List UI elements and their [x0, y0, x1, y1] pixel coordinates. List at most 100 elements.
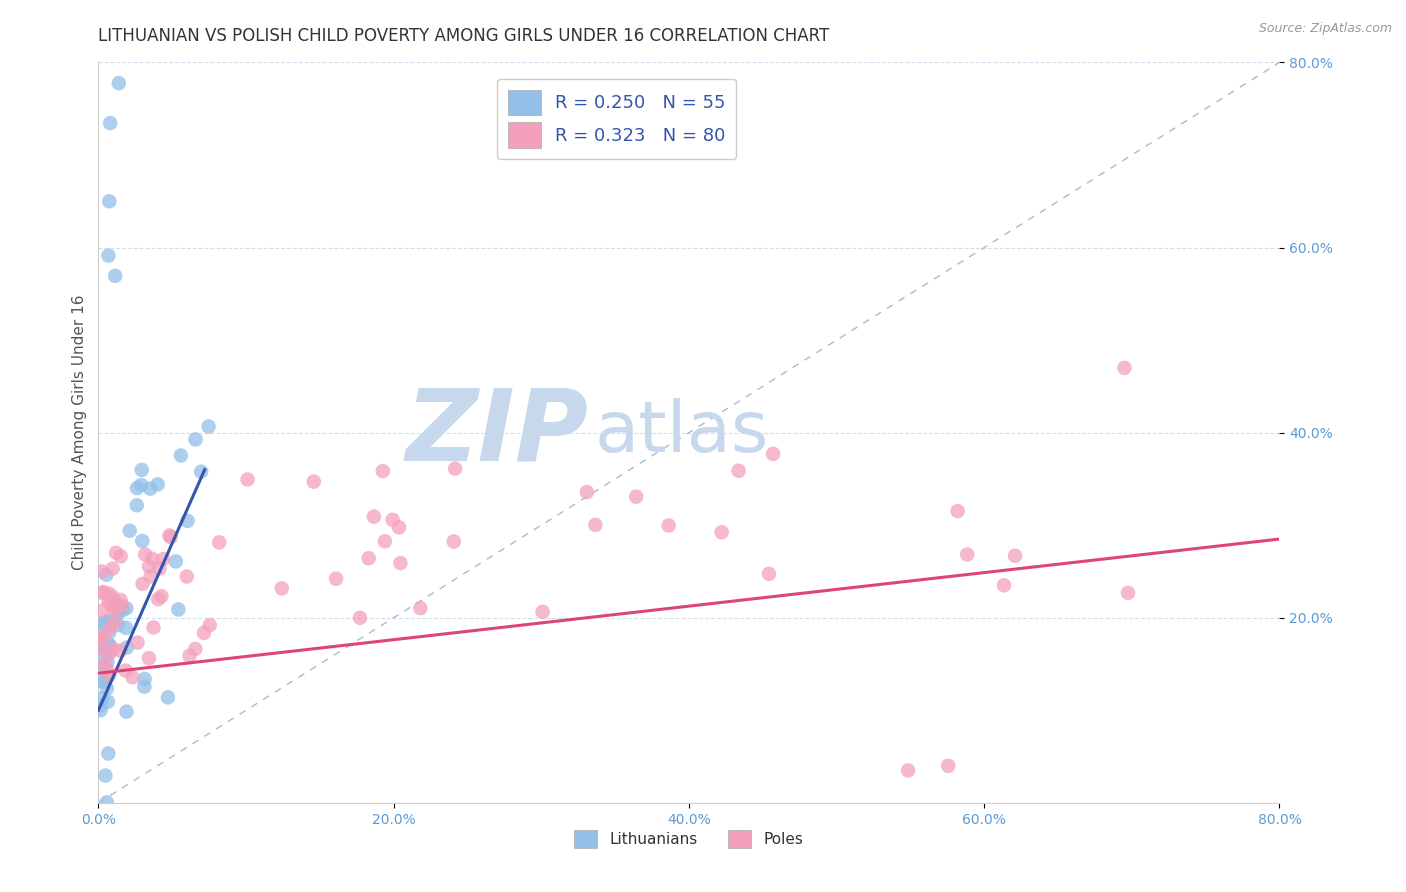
Point [105, 546, 128, 560]
Point [94, 615, 117, 629]
Point [115, 705, 138, 719]
Point [96, 795, 118, 809]
Point [97, 747, 120, 761]
Point [374, 534, 396, 549]
Point [138, 651, 160, 665]
Point [444, 461, 467, 475]
Point [624, 490, 647, 504]
Point [583, 517, 606, 532]
Point [156, 690, 179, 705]
Point [127, 635, 149, 649]
Point [96, 681, 118, 696]
Text: Source: ZipAtlas.com: Source: ZipAtlas.com [1258, 22, 1392, 36]
Point [165, 554, 187, 568]
Point [107, 76, 129, 90]
Point [110, 643, 132, 657]
Point [97, 637, 120, 651]
Point [98, 625, 121, 640]
Point [190, 465, 212, 479]
Point [104, 268, 127, 283]
Point [89, 640, 111, 655]
Point [93, 630, 115, 644]
Point [710, 525, 733, 540]
Point [198, 618, 221, 632]
Point [325, 572, 347, 586]
Point [236, 473, 259, 487]
Point [115, 640, 138, 655]
Point [176, 569, 198, 583]
Point [90, 703, 112, 717]
Point [115, 601, 138, 615]
Point [125, 481, 148, 495]
Point [993, 578, 1015, 592]
Point [389, 556, 412, 570]
Point [98, 668, 121, 682]
Point [349, 611, 371, 625]
Point [142, 620, 165, 634]
Point [443, 534, 465, 549]
Point [197, 419, 219, 434]
Point [1116, 586, 1139, 600]
Point [93, 638, 115, 652]
Point [758, 566, 780, 581]
Point [104, 597, 127, 611]
Point [146, 477, 169, 491]
Point [91, 659, 114, 673]
Point [98, 116, 121, 130]
Point [531, 605, 554, 619]
Point [157, 528, 180, 542]
Point [363, 509, 385, 524]
Point [98, 194, 121, 209]
Point [98, 621, 121, 635]
Point [1114, 360, 1136, 375]
Point [946, 504, 969, 518]
Point [134, 548, 156, 562]
Point [139, 482, 162, 496]
Point [100, 597, 122, 611]
Point [91, 586, 114, 600]
Point [381, 513, 404, 527]
Point [159, 530, 181, 544]
Point [94, 640, 117, 654]
Point [193, 626, 215, 640]
Point [131, 533, 153, 548]
Point [93, 657, 115, 672]
Point [96, 655, 118, 669]
Point [150, 589, 173, 603]
Point [179, 648, 201, 663]
Point [125, 498, 148, 512]
Point [148, 592, 170, 607]
Point [956, 548, 979, 562]
Point [94, 768, 117, 782]
Point [134, 672, 156, 686]
Point [90, 624, 112, 639]
Point [107, 618, 129, 632]
Point [91, 604, 114, 618]
Point [91, 691, 114, 706]
Point [114, 664, 136, 678]
Text: atlas: atlas [595, 398, 769, 467]
Point [1004, 549, 1026, 563]
Point [110, 549, 132, 564]
Point [93, 615, 115, 630]
Point [170, 449, 193, 463]
Point [184, 642, 207, 657]
Point [138, 559, 160, 574]
Point [104, 615, 127, 629]
Point [110, 593, 132, 607]
Point [371, 464, 394, 478]
Point [148, 561, 170, 575]
Point [936, 758, 959, 772]
Point [97, 586, 120, 600]
Point [118, 524, 141, 538]
Point [409, 601, 432, 615]
Point [97, 648, 120, 662]
Point [131, 463, 153, 477]
Point [139, 569, 162, 583]
Point [108, 599, 131, 613]
Y-axis label: Child Poverty Among Girls Under 16: Child Poverty Among Girls Under 16 [72, 295, 87, 570]
Point [658, 518, 681, 533]
Point [134, 680, 156, 694]
Point [93, 585, 115, 599]
Point [91, 674, 114, 689]
